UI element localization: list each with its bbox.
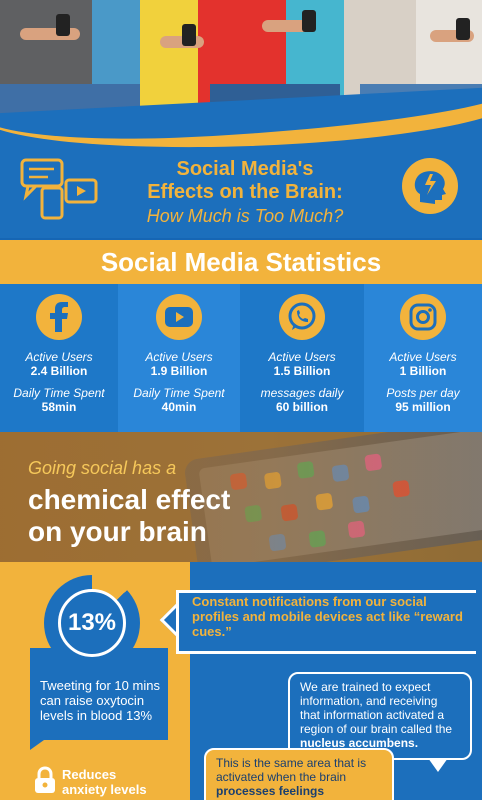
stat-label: Active Users <box>145 350 213 364</box>
arm <box>262 20 312 32</box>
chemical-headline: chemical effect <box>28 484 231 515</box>
stat-label: Active Users <box>389 350 457 364</box>
stat-label: Posts per day <box>386 386 460 400</box>
arm <box>20 28 80 40</box>
stat-label: Daily Time Spent <box>13 386 105 400</box>
bubble-tail <box>428 758 448 772</box>
title-line: Effects on the Brain: <box>147 181 343 203</box>
chemical-intro: Going social has a <box>28 458 177 478</box>
stat-label: Active Users <box>268 350 336 364</box>
stat-value: 60 billion <box>275 400 328 414</box>
percentage-label: 13% <box>58 589 126 657</box>
title-line: Social Media's <box>176 158 314 180</box>
stat-column-facebook: Active Users 2.4 Billion Daily Time Spen… <box>0 284 118 432</box>
whatsapp-icon <box>279 294 325 340</box>
head-brain-icon <box>402 158 458 214</box>
notification-text: Constant notifications from our social p… <box>192 594 463 639</box>
anxiety-label: Reduces <box>62 767 117 782</box>
stat-value: 58min <box>41 400 77 414</box>
notification-callout <box>176 590 476 654</box>
phone-icon <box>56 14 70 36</box>
speech-bubble: This is the same area that is activated … <box>204 748 394 800</box>
stat-value: 2.4 Billion <box>30 364 88 378</box>
person <box>140 0 198 118</box>
chemical-headline: on your brain <box>28 516 207 547</box>
stat-value: 1.9 Billion <box>150 364 208 378</box>
stat-value: 95 million <box>395 400 451 414</box>
page-title: Social Media's Effects on the Brain: How… <box>130 158 360 227</box>
bubble-text: We are trained to expect information, an… <box>300 680 453 736</box>
stats-row: Active Users 2.4 Billion Daily Time Spen… <box>0 284 482 432</box>
chemical-effect-banner: Going social has a chemical effect on yo… <box>0 432 482 562</box>
speech-bubble: We are trained to expect information, an… <box>288 672 472 760</box>
stat-value: 40min <box>161 400 197 414</box>
stat-column-instagram: Active Users 1 Billion Posts per day 95 … <box>364 284 482 432</box>
lock-icon <box>35 766 55 793</box>
facebook-icon <box>36 294 82 340</box>
bubble-text: This is the same area that is activated … <box>216 756 367 784</box>
phone-icon <box>456 18 470 40</box>
stat-value: 1.5 Billion <box>273 364 331 378</box>
title-subline: How Much is Too Much? <box>146 206 344 226</box>
stat-label: Daily Time Spent <box>133 386 225 400</box>
bubble-bold: processes feelings <box>216 784 325 798</box>
section-heading: Social Media Statistics <box>0 240 482 284</box>
stat-column-youtube: Active Users 1.9 Billion Daily Time Spen… <box>118 284 240 432</box>
instagram-icon <box>400 294 446 340</box>
anxiety-label: anxiety levels <box>62 782 147 797</box>
stat-label: messages daily <box>260 386 344 400</box>
percentage-donut: 13% <box>44 575 140 671</box>
phone-icon <box>182 24 196 46</box>
chat-video-icon <box>20 158 98 220</box>
stat-column-whatsapp: Active Users 1.5 Billion messages daily … <box>240 284 364 432</box>
bubble-bold: nucleus accumbens. <box>300 736 419 750</box>
youtube-icon <box>156 294 202 340</box>
stat-label: Active Users <box>25 350 93 364</box>
phone-icon <box>302 10 316 32</box>
stat-value: 1 Billion <box>399 364 447 378</box>
